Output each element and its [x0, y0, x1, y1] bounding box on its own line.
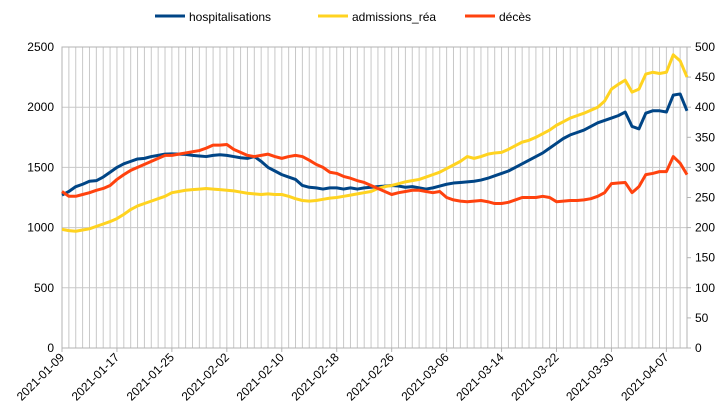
legend-label: décès [499, 10, 531, 24]
y2-tick-label: 400 [695, 100, 715, 114]
y2-tick-label: 150 [695, 251, 715, 265]
series-line [61, 143, 689, 206]
y-tick-label: 2000 [27, 100, 54, 114]
legend-label: hospitalisations [189, 10, 271, 24]
y2-tick-label: 350 [695, 130, 715, 144]
y-tick-label: 0 [47, 341, 54, 355]
y-tick-label: 2500 [27, 40, 54, 54]
y2-tick-label: 300 [695, 160, 715, 174]
y2-tick-label: 0 [695, 341, 702, 355]
x-tick-label: 2021-02-02 [179, 350, 233, 404]
x-tick-label: 2021-02-26 [343, 350, 397, 404]
x-tick-label: 2021-03-22 [508, 350, 562, 404]
x-tick-label: 2021-01-09 [14, 350, 68, 404]
y2-tick-label: 450 [695, 70, 715, 84]
y-tick-label: 500 [34, 281, 54, 295]
y2-tick-label: 200 [695, 221, 715, 235]
x-tick-label: 2021-03-14 [453, 350, 507, 404]
legend-label: admissions_réa [352, 10, 436, 24]
y2-tick-label: 100 [695, 281, 715, 295]
x-tick-label: 2021-02-18 [289, 350, 343, 404]
y2-tick-label: 500 [695, 40, 715, 54]
series-line [61, 53, 689, 233]
y-tick-label: 1000 [27, 221, 54, 235]
y2-tick-label: 50 [695, 311, 709, 325]
x-tick-label: 2021-03-06 [398, 350, 452, 404]
x-tick-label: 2021-01-25 [124, 350, 178, 404]
y-tick-label: 1500 [27, 160, 54, 174]
x-tick-label: 2021-01-17 [69, 350, 123, 404]
x-tick-label: 2021-04-07 [618, 350, 672, 404]
plot-frame [61, 46, 688, 349]
x-tick-label: 2021-02-10 [234, 350, 288, 404]
x-tick-label: 2021-03-30 [563, 350, 617, 404]
y2-tick-label: 250 [695, 191, 715, 205]
